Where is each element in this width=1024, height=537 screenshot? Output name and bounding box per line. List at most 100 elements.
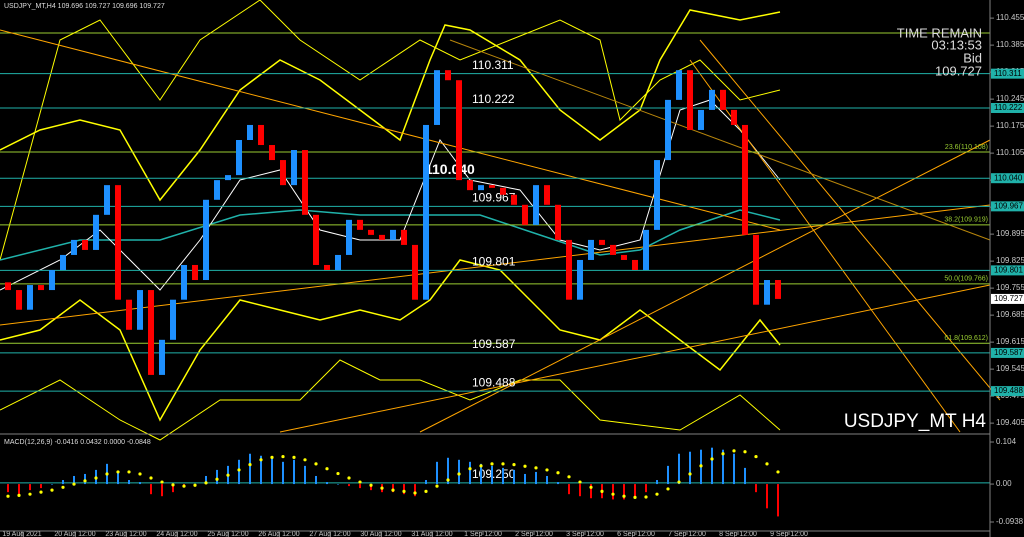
macd-bar: [480, 463, 482, 485]
signal-dot: [435, 484, 439, 488]
candle-body: [170, 299, 176, 340]
price-box: [991, 102, 1024, 113]
signal-dot: [655, 492, 659, 496]
candle-body: [302, 150, 308, 215]
macd-bar: [29, 484, 31, 491]
signal-dot: [545, 468, 549, 472]
signal-dot: [39, 490, 43, 494]
candle-body: [522, 204, 528, 225]
envelope-lower: [0, 359, 781, 441]
candle-body: [599, 239, 605, 245]
candle-body: [643, 229, 649, 270]
y-tick-label: 109.545: [996, 364, 1024, 373]
macd-bar: [172, 484, 174, 493]
candle-body: [709, 89, 715, 110]
level-label: 110.040: [425, 161, 475, 177]
macd-bar: [469, 461, 471, 485]
macd-bar: [722, 449, 724, 485]
candle-body: [401, 229, 407, 245]
y-tick-label: 0.104: [996, 437, 1017, 446]
candle-body: [313, 214, 319, 265]
signal-dot: [391, 488, 395, 492]
signal-dot: [490, 462, 494, 466]
signal-dot: [688, 472, 692, 476]
signal-dot: [501, 462, 505, 466]
macd-bar: [359, 484, 361, 489]
signal-dot: [72, 482, 76, 486]
signal-dot: [149, 476, 153, 480]
time-remain-label: TIME REMAIN: [897, 25, 982, 40]
macd-bar: [7, 484, 9, 493]
candle-body: [49, 269, 55, 291]
signal-dot: [710, 457, 714, 461]
x-tick-label: 24 Aug 12:00: [156, 531, 197, 537]
fib-label: 50.0(109.766): [944, 276, 988, 283]
price-box-label: 110.040: [994, 173, 1023, 182]
signal-dot: [50, 488, 54, 492]
signal-dot: [666, 487, 670, 491]
candle-body: [126, 299, 132, 330]
signal-dot: [105, 472, 109, 476]
macd-bar: [777, 484, 779, 517]
signal-dot: [281, 454, 285, 459]
signal-dot: [512, 463, 516, 467]
trend-line: [0, 29, 781, 231]
x-tick-label: 27 Aug 12:00: [309, 531, 350, 537]
signal-dot: [424, 489, 428, 493]
x-tick-label: 2 Sep 12:00: [515, 531, 553, 537]
x-tick-label: 30 Aug 12:00: [360, 531, 401, 537]
price-box-label: 109.587: [994, 348, 1023, 357]
macd-bar: [260, 455, 262, 485]
candle-body: [742, 124, 748, 235]
signal-dot: [325, 467, 329, 471]
candle-body: [390, 229, 396, 240]
macd-bar: [524, 473, 526, 485]
macd-bar: [557, 482, 559, 485]
candle-body: [346, 219, 352, 255]
candle-body: [753, 234, 759, 305]
macd-bar: [502, 467, 504, 485]
x-tick-label: 23 Aug 12:00: [105, 531, 146, 537]
macd-bar: [150, 484, 152, 495]
candle-body: [544, 185, 550, 205]
macd-bar: [425, 480, 427, 485]
candle-body: [731, 109, 737, 125]
signal-dot: [215, 477, 219, 481]
x-tick-label: 6 Sep 12:00: [617, 531, 655, 537]
macd-bar: [513, 469, 515, 485]
signal-dot: [523, 464, 527, 468]
signal-dot: [61, 485, 65, 489]
candle-body: [214, 180, 220, 200]
level-label: 109.587: [472, 337, 516, 351]
price-box-label: 110.311: [994, 69, 1022, 78]
fib-label: 23.6(110.108): [945, 144, 988, 151]
signal-dot: [270, 455, 274, 459]
signal-dot: [160, 480, 164, 484]
macd-bar: [634, 484, 636, 499]
candle-body: [621, 254, 627, 260]
price-box: [991, 173, 1024, 184]
candle-body: [555, 204, 561, 240]
x-tick-label: 31 Aug 12:00: [411, 531, 452, 537]
level-label: 109.967: [472, 191, 516, 205]
price-box-label: 109.488: [994, 386, 1023, 395]
candle-body: [16, 290, 22, 310]
y-tick-label: 109.755: [996, 283, 1024, 292]
macd-bar: [711, 447, 713, 485]
macd-bar: [392, 484, 394, 493]
x-tick-label: 7 Sep 12:00: [668, 531, 706, 537]
price-box: [991, 386, 1024, 397]
macd-bar: [326, 482, 328, 485]
bid: 109.727: [935, 63, 982, 78]
candle-body: [434, 70, 440, 125]
signal-dot: [732, 449, 736, 453]
bollinger-upper: [0, 9, 781, 202]
signal-dot: [83, 479, 87, 483]
candle-body: [159, 339, 165, 375]
signal-dot: [94, 476, 98, 480]
bid-box-label: 109.727: [994, 294, 1023, 303]
candle-body: [533, 185, 539, 225]
signal-dot: [182, 484, 186, 488]
candle-body: [632, 259, 638, 270]
